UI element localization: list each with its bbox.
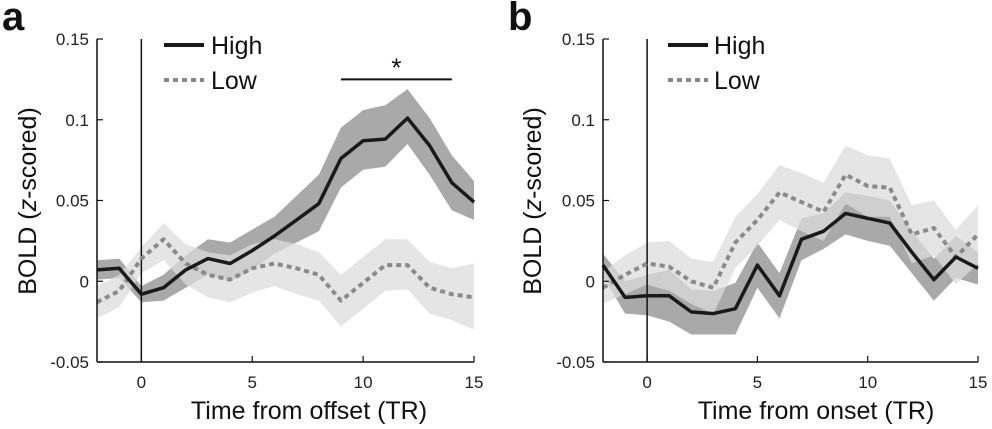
x-tick-label: 10 — [858, 373, 877, 392]
panel-letter: a — [2, 0, 25, 39]
ticks: -0.05 0 0.05 0.1 0.15 0 5 10 15 — [50, 30, 483, 392]
y-tick-label: 0.15 — [562, 30, 595, 49]
legend-label-high: High — [714, 32, 765, 60]
x-tick-label: 10 — [354, 373, 373, 392]
panel-letter: b — [508, 0, 532, 39]
legend: High Low — [668, 32, 765, 95]
y-tick-label: 0.1 — [65, 111, 89, 130]
y-tick-label: -0.05 — [556, 353, 595, 372]
y-label-suffix: -scored) — [14, 107, 42, 199]
legend-label-low: Low — [211, 67, 258, 95]
y-label-suffix: -scored) — [519, 107, 547, 199]
y-tick-label: 0.1 — [571, 111, 595, 130]
y-tick-label: -0.05 — [50, 353, 89, 372]
band-high — [97, 89, 474, 303]
x-tick-label: 5 — [248, 373, 257, 392]
legend-label-high: High — [211, 32, 262, 60]
x-tick-label: 15 — [465, 373, 484, 392]
legend-label-low: Low — [714, 67, 761, 95]
series-lines — [601, 172, 980, 316]
y-tick-label: 0 — [586, 272, 595, 291]
band-low — [97, 223, 474, 330]
y-label-italic: z — [519, 198, 547, 212]
x-tick-label: 15 — [969, 373, 988, 392]
series-lines — [96, 116, 476, 304]
panel-b: b -0.05 0 0.05 0.1 0.15 0 5 10 15 Time from onse… — [508, 0, 987, 425]
y-axis-label: BOLD (z-scored) — [519, 107, 547, 295]
y-label-prefix: BOLD ( — [14, 211, 42, 295]
x-tick-label: 0 — [642, 373, 651, 392]
y-axis-label: BOLD (z-scored) — [14, 107, 42, 295]
series-low-line — [601, 172, 980, 290]
x-tick-label: 5 — [753, 373, 762, 392]
panel-a: a -0.05 0 0.05 0.1 0.15 0 5 10 15 Time from offs… — [2, 0, 483, 425]
y-label-prefix: BOLD ( — [519, 211, 547, 295]
x-axis-label: Time from onset (TR) — [698, 397, 935, 425]
significance-star: * — [391, 52, 401, 82]
confidence-bands — [97, 89, 474, 330]
ticks: -0.05 0 0.05 0.1 0.15 0 5 10 15 — [556, 30, 987, 392]
y-tick-label: 0.05 — [562, 192, 595, 211]
x-tick-label: 0 — [137, 373, 146, 392]
series-high-line — [601, 211, 979, 316]
y-label-italic: z — [14, 198, 42, 212]
legend: High Low — [164, 32, 262, 95]
significance-bar: * — [340, 52, 452, 82]
series-high-line — [96, 116, 476, 296]
y-tick-label: 0.15 — [56, 30, 89, 49]
x-axis-label: Time from offset (TR) — [191, 397, 427, 425]
y-tick-label: 0 — [80, 272, 89, 291]
y-tick-label: 0.05 — [56, 192, 89, 211]
